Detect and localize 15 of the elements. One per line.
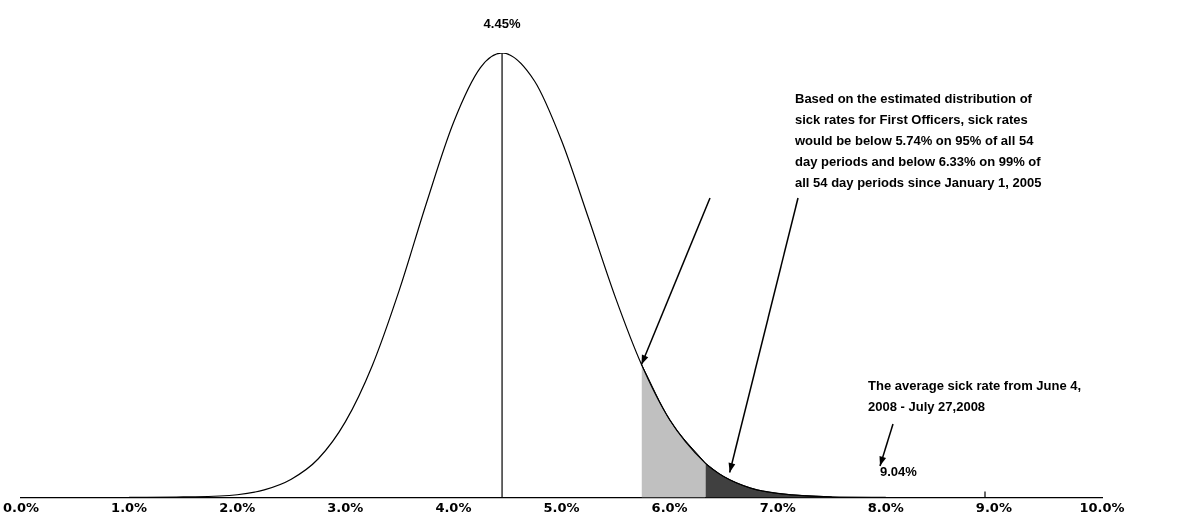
x-tick-label: 1.0% [111, 499, 148, 515]
x-tick-label: 3.0% [327, 499, 364, 515]
x-tick-label: 9.0% [975, 499, 1012, 515]
x-tick-label: 7.0% [759, 499, 796, 515]
ref-line-label: 4.45% [483, 16, 521, 32]
x-tick-label: 0.0% [3, 499, 40, 515]
x-tick-label: 8.0% [867, 499, 904, 515]
annotation: The average sick rate from June 4, 2008 - July 27,2008 [868, 378, 1082, 415]
annotation: Based on the estimated distribution of sick rates for First Officers, sick rates would be below 5.74% on 95% of all 54 day periods and below 6.33% on 99% of all 54 day periods since January 1, 2005 [794, 91, 1042, 191]
x-tick-label: 5.0% [543, 499, 580, 515]
x-tick-label: 6.0% [651, 499, 688, 515]
annotation: 9.04% [880, 464, 918, 480]
x-tick-label: 2.0% [219, 499, 256, 515]
x-tick-label: 10.0% [1079, 499, 1125, 515]
x-tick-label: 4.0% [435, 499, 472, 515]
